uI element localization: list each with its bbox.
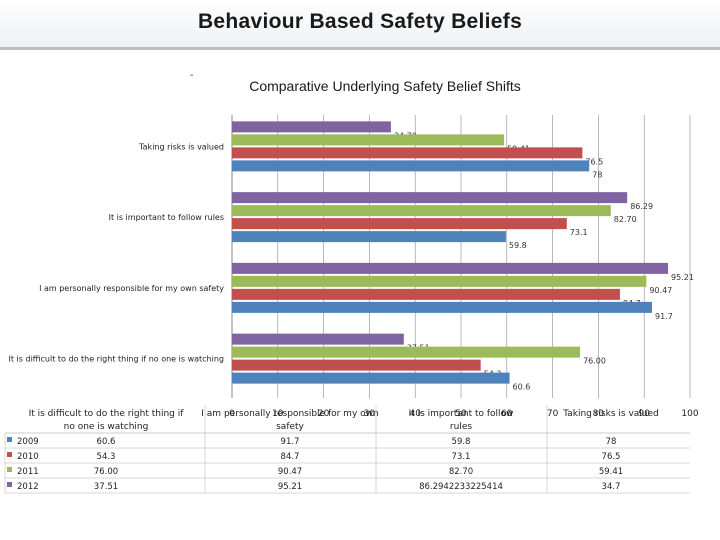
legend-swatch xyxy=(7,452,12,457)
x-tick-label: 50 xyxy=(455,409,467,419)
table-cell: 34.7 xyxy=(602,482,621,492)
x-tick-label: 10 xyxy=(272,409,284,419)
bar xyxy=(232,288,620,300)
data-label: 91.7 xyxy=(655,312,673,321)
data-label: 59.8 xyxy=(509,241,527,250)
legend-swatch xyxy=(7,467,12,472)
category-label: It is important to follow rules xyxy=(109,213,224,222)
data-label: 76.5 xyxy=(585,157,603,166)
x-tick-label: 20 xyxy=(318,409,330,419)
table-cell: 37.51 xyxy=(94,482,118,492)
table-cell: 76.00 xyxy=(94,467,118,477)
page-title: Behaviour Based Safety Beliefs xyxy=(197,10,523,33)
x-tick-label: 90 xyxy=(638,409,650,419)
x-tick-label: 100 xyxy=(681,409,698,419)
bar xyxy=(232,192,628,204)
table-header: Taking risks is valued xyxy=(562,409,659,419)
category-label: Taking risks is valued xyxy=(138,142,224,151)
legend-label: 2009 xyxy=(17,437,39,447)
bar xyxy=(232,333,404,345)
bar xyxy=(232,275,647,287)
table-cell: 90.47 xyxy=(278,467,302,477)
bar xyxy=(232,262,669,274)
table-header: It is important to follow xyxy=(409,409,514,419)
data-label: 90.47 xyxy=(649,286,672,295)
table-header: I am personally responsible for my own xyxy=(201,409,378,419)
table-cell: 86.2942233225414 xyxy=(419,482,503,492)
data-label: 86.29 xyxy=(630,202,653,211)
bar xyxy=(232,134,505,146)
legend-swatch xyxy=(7,482,12,487)
data-label: 60.6 xyxy=(513,383,531,392)
table-cell: 95.21 xyxy=(278,482,302,492)
table-cell: 59.41 xyxy=(599,467,623,477)
table-cell: 60.6 xyxy=(97,437,116,447)
bar xyxy=(232,372,510,384)
title-bar: Behaviour Based Safety Beliefs xyxy=(0,0,720,50)
x-tick-label: 80 xyxy=(593,409,605,419)
bar xyxy=(232,231,506,243)
legend-swatch xyxy=(7,437,12,442)
bar xyxy=(232,121,391,133)
x-tick-label: 60 xyxy=(501,409,513,419)
bar xyxy=(232,359,481,371)
data-label: 95.21 xyxy=(671,273,694,282)
table-header: rules xyxy=(450,422,472,432)
table-header: no one is watching xyxy=(64,422,149,432)
category-label: I am personally responsible for my own s… xyxy=(39,284,224,293)
data-label: 76.00 xyxy=(583,357,606,366)
x-tick-label: 40 xyxy=(409,409,421,419)
bar xyxy=(232,205,611,217)
data-label: 78 xyxy=(592,170,602,179)
table-cell: 76.5 xyxy=(602,452,621,462)
category-label: It is difficult to do the right thing if… xyxy=(9,355,224,364)
bar xyxy=(232,160,590,172)
table-header: safety xyxy=(276,422,304,432)
bar xyxy=(232,301,652,313)
x-tick-label: 30 xyxy=(364,409,376,419)
bar xyxy=(232,147,583,159)
chart-title: Comparative Underlying Safety Belief Shi… xyxy=(249,78,521,94)
x-tick-label: 0 xyxy=(229,409,235,419)
table-cell: 78 xyxy=(606,437,617,447)
x-tick-label: 70 xyxy=(547,409,559,419)
marker-dot: - xyxy=(190,70,194,81)
table-header: It is difficult to do the right thing if xyxy=(29,409,185,419)
data-label: 73.1 xyxy=(570,228,588,237)
table-cell: 84.7 xyxy=(281,452,300,462)
legend-label: 2011 xyxy=(17,467,39,477)
table-cell: 59.8 xyxy=(452,437,471,447)
table-cell: 73.1 xyxy=(452,452,471,462)
table-cell: 82.70 xyxy=(449,467,473,477)
data-label: 82.70 xyxy=(614,215,637,224)
table-cell: 54.3 xyxy=(97,452,116,462)
legend-label: 2010 xyxy=(17,452,39,462)
bar xyxy=(232,346,581,358)
bar xyxy=(232,218,567,230)
legend-label: 2012 xyxy=(17,482,39,492)
table-cell: 91.7 xyxy=(281,437,300,447)
